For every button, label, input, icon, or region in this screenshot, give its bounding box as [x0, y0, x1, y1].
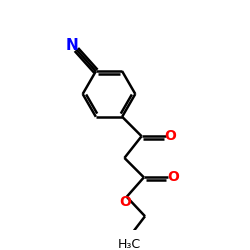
Text: H₃C: H₃C [118, 238, 141, 250]
Text: N: N [66, 38, 79, 53]
Text: O: O [165, 129, 176, 143]
Text: O: O [167, 170, 179, 184]
Text: O: O [120, 195, 132, 209]
